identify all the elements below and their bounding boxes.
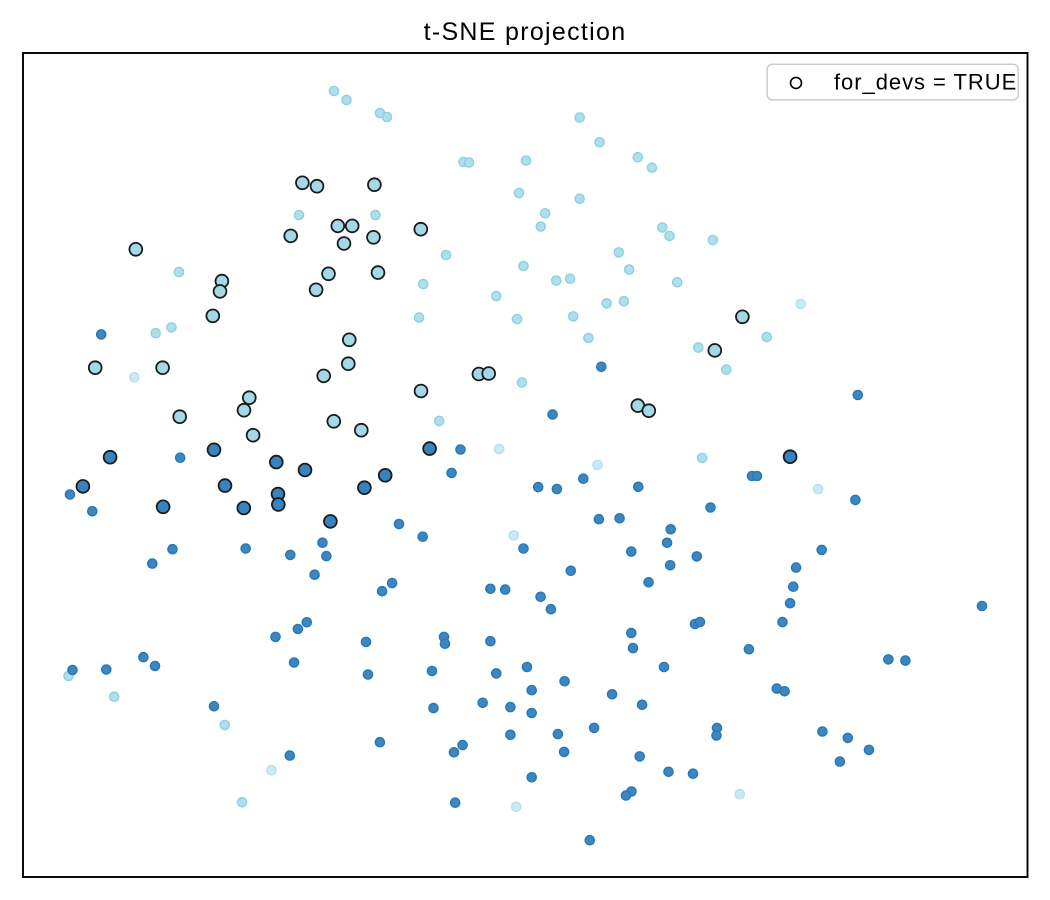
svg-text:for_devs = TRUE: for_devs = TRUE — [834, 70, 1017, 95]
svg-text:t-SNE projection: t-SNE projection — [424, 18, 627, 46]
